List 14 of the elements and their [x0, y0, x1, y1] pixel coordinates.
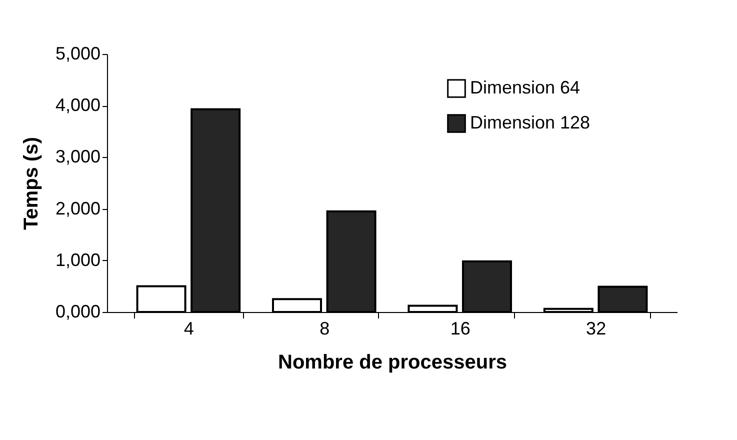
- x-tick-label: 16: [450, 318, 470, 338]
- y-axis-title: Temps (s): [20, 137, 42, 230]
- y-tick-label: 4,000: [55, 95, 100, 116]
- x-axis-title: Nombre de processeurs: [278, 352, 507, 374]
- y-tick-label: 5,000: [55, 44, 100, 64]
- y-tick-label: 3,000: [55, 146, 100, 167]
- x-tick-label: 4: [184, 318, 194, 338]
- x-tick-label: 32: [586, 318, 606, 338]
- y-tick-label: 0,000: [55, 302, 100, 322]
- y-tick-label: 2,000: [55, 198, 100, 218]
- legend-label: Dimension 128: [470, 112, 590, 132]
- legend-label: Dimension 64: [470, 78, 580, 98]
- y-tick-label: 1,000: [55, 250, 100, 270]
- x-tick-label: 8: [320, 318, 330, 338]
